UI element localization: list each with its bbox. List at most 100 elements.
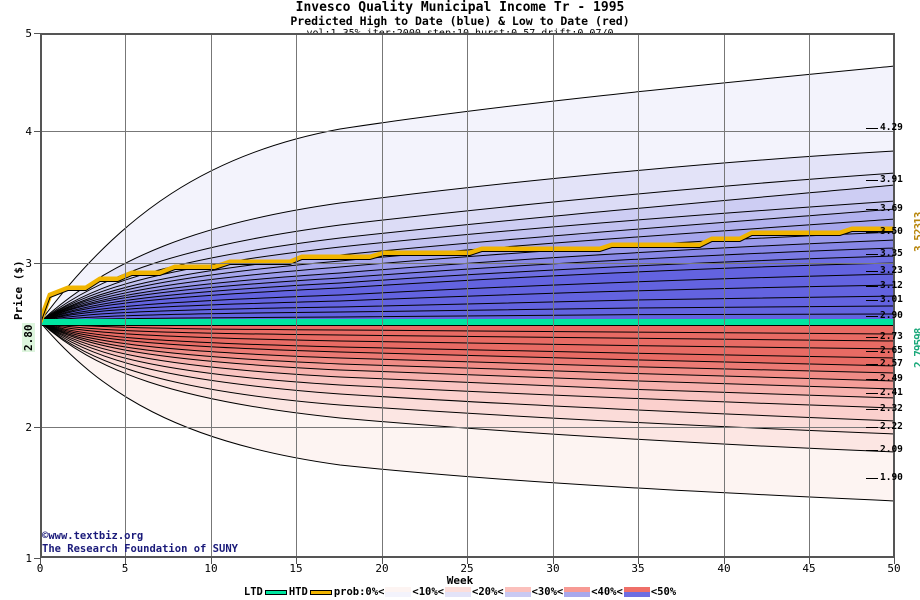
current-price-label: 2.80	[22, 323, 35, 352]
legend-item-50: <50%	[650, 586, 677, 598]
right-label-10: 2.65	[880, 345, 903, 356]
right-tickmark-5	[866, 271, 878, 272]
legend-swatch-40	[564, 587, 591, 597]
right-label-4: 3.35	[880, 248, 903, 259]
legend-item-20: <20%<	[472, 586, 504, 598]
chart-title: Invesco Quality Municipal Income Tr - 19…	[295, 0, 625, 15]
y-tickmark-3	[34, 263, 40, 264]
legend-prob-label: prob:0%<	[333, 586, 385, 598]
htd-line-outline	[40, 231, 895, 325]
x-tickmark-45	[809, 558, 810, 564]
right-tickmark-2	[866, 209, 878, 210]
x-tickmark-30	[553, 558, 554, 564]
legend-swatch-30	[504, 587, 531, 597]
right-tickmark-3	[866, 232, 878, 233]
right-tickmark-17	[866, 478, 878, 479]
y-tick-5: 5	[25, 27, 32, 40]
x-tickmark-25	[467, 558, 468, 564]
y-tickmark-5	[34, 33, 40, 34]
gridline-h-4	[40, 131, 895, 132]
right-tickmark-15	[866, 427, 878, 428]
plot-area	[40, 33, 895, 558]
high-contour-3	[40, 295, 895, 323]
right-tickmark-14	[866, 409, 878, 410]
right-tickmark-0	[866, 128, 878, 129]
right-label-0: 4.29	[880, 122, 903, 133]
y-tickmark-4	[34, 131, 40, 132]
htd-final-value: 3.52313	[912, 212, 920, 252]
right-label-11: 2.57	[880, 358, 903, 369]
y-tick-2: 2	[25, 421, 32, 434]
y-tickmark-1	[34, 558, 40, 559]
x-tickmark-5	[125, 558, 126, 564]
x-tick-50: 50	[887, 562, 901, 575]
x-tick-25: 25	[460, 562, 474, 575]
right-label-5: 3.23	[880, 265, 903, 276]
x-tickmark-20	[382, 558, 383, 564]
y-tick-4: 4	[25, 125, 32, 138]
x-tick-20: 20	[375, 562, 389, 575]
y-tick-1: 1	[25, 552, 32, 565]
high-contour-1	[40, 273, 895, 323]
gridline-v-30	[553, 33, 554, 558]
legend-htd-label: HTD	[288, 586, 308, 598]
credit-line-1: ©www.textbiz.org	[42, 530, 144, 542]
gridline-v-15	[296, 33, 297, 558]
x-tickmark-0	[40, 558, 41, 564]
gridline-v-10	[211, 33, 212, 558]
right-label-17: 1.90	[880, 472, 903, 483]
gridline-v-20	[382, 33, 383, 558]
right-label-16: 2.09	[880, 444, 903, 455]
high-contour-4	[40, 305, 895, 323]
right-label-2: 3.69	[880, 203, 903, 214]
right-tickmark-6	[866, 286, 878, 287]
gridline-v-35	[638, 33, 639, 558]
legend-item-10: <10%<	[412, 586, 444, 598]
low-contour-2	[40, 321, 895, 350]
gridline-h-2	[40, 427, 895, 428]
x-tick-0: 0	[36, 562, 44, 575]
x-tick-35: 35	[631, 562, 645, 575]
legend-swatch-50	[623, 587, 650, 597]
right-tickmark-11	[866, 364, 878, 365]
x-tick-30: 30	[546, 562, 560, 575]
right-tickmark-7	[866, 300, 878, 301]
legend-item-30: <30%<	[531, 586, 564, 598]
x-tick-15: 15	[289, 562, 303, 575]
x-tickmark-35	[638, 558, 639, 564]
low-contour-1	[40, 321, 895, 359]
credit-line-2: The Research Foundation of SUNY	[42, 543, 238, 555]
legend-swatch-10	[385, 587, 412, 597]
x-tickmark-10	[211, 558, 212, 564]
right-tickmark-4	[866, 254, 878, 255]
x-tick-10: 10	[204, 562, 218, 575]
x-tick-40: 40	[717, 562, 731, 575]
right-label-9: 2.73	[880, 331, 903, 342]
x-tick-45: 45	[802, 562, 816, 575]
right-label-15: 2.22	[880, 421, 903, 432]
low-contour-3	[40, 321, 895, 342]
right-label-1: 3.91	[880, 174, 903, 185]
x-tickmark-40	[724, 558, 725, 564]
plot-svg	[40, 65, 895, 502]
ltd-final-value: 2.79598	[912, 328, 920, 368]
right-label-7: 3.01	[880, 294, 903, 305]
x-axis-label: Week	[446, 574, 474, 587]
right-label-8: 2.90	[880, 310, 903, 321]
right-tickmark-12	[866, 379, 878, 380]
x-tick-5: 5	[121, 562, 129, 575]
htd-line	[40, 226, 895, 323]
chart-subtitle: Predicted High to Date (blue) & Low to D…	[290, 14, 630, 28]
right-tickmark-16	[866, 450, 878, 451]
legend-swatch-20	[445, 587, 471, 597]
legend-ltd-label: LTD	[243, 586, 263, 598]
gridline-v-5	[125, 33, 126, 558]
right-tickmark-13	[866, 393, 878, 394]
gridline-v-25	[467, 33, 468, 558]
right-tickmark-1	[866, 180, 878, 181]
high-contour-2	[40, 284, 895, 323]
right-label-13: 2.41	[880, 387, 903, 398]
legend: LTD HTD prob:0%< <10%< <20%< <30%< <40%< <50%	[0, 586, 920, 598]
right-tickmark-9	[866, 337, 878, 338]
